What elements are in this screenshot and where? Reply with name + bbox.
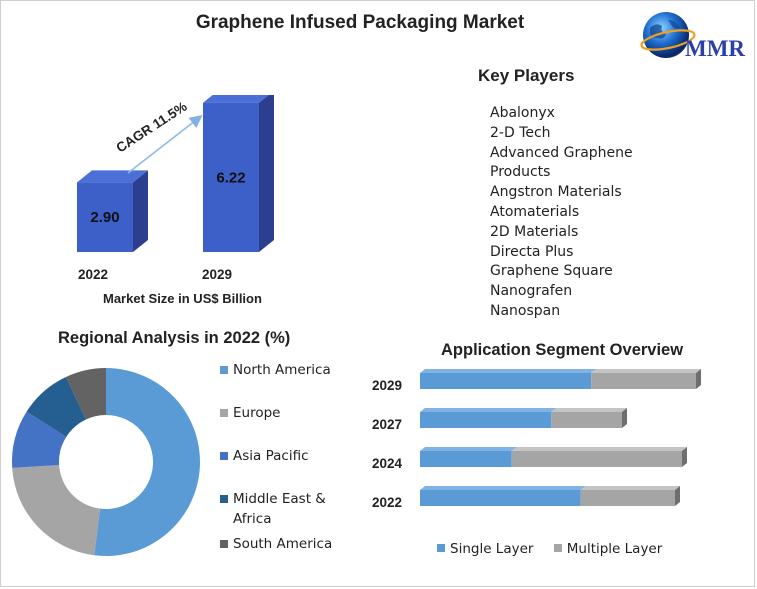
legend-swatch	[220, 366, 228, 374]
list-item: Directa Plus	[490, 243, 574, 260]
legend-label: Europe	[233, 405, 281, 421]
bar-row	[420, 486, 680, 506]
tick-label: 2029	[372, 378, 402, 393]
legend-label: South America	[233, 536, 333, 552]
bar	[77, 170, 148, 252]
regional-donut-chart	[12, 368, 200, 556]
legend-item-asia-pacific: Asia Pacific	[220, 446, 350, 489]
regional-analysis-title: Regional Analysis in 2022 (%)	[58, 329, 291, 347]
legend-item-middle-east-africa: Middle East & Africa	[220, 489, 333, 534]
list-item: 2-D Tech	[490, 124, 551, 141]
pie-slice	[65, 368, 106, 420]
legend-item-north-america: North America	[220, 360, 350, 403]
bar-single-layer	[420, 373, 592, 389]
list-item: Graphene Square	[490, 263, 613, 280]
market-size-label: Market Size in US$ Billion	[103, 291, 262, 306]
application-legend: Single Layer Multiple Layer	[437, 541, 678, 557]
bar-multiple-layer	[551, 412, 622, 428]
data-label: 2.90	[90, 209, 119, 226]
legend-label: Single Layer	[450, 541, 534, 557]
list-item: Products	[490, 164, 551, 181]
legend-label: Asia Pacific	[233, 448, 309, 464]
legend-item-single-layer: Single Layer	[437, 541, 533, 557]
legend-item-south-america: South America	[220, 534, 350, 554]
data-label: 6.22	[216, 169, 245, 186]
list-item: Atomaterials	[490, 203, 580, 220]
legend-label: North America	[233, 362, 331, 378]
market-size-bar-chart: 2.90 2022 6.22 2029 CAGR 11.5%	[77, 95, 274, 282]
legend-label: Middle East & Africa	[233, 491, 326, 527]
application-segment-title: Application Segment Overview	[441, 341, 684, 359]
legend-swatch	[220, 452, 228, 460]
tick-label: 2029	[202, 267, 232, 282]
pie-slice	[12, 464, 101, 556]
list-item: Angstron Materials	[490, 184, 622, 201]
tick-label: 2024	[372, 456, 403, 471]
tick-label: 2022	[372, 495, 402, 510]
legend-item-europe: Europe	[220, 403, 350, 446]
tick-label: 2022	[78, 267, 108, 282]
bar-multiple-layer	[580, 490, 675, 506]
cagr-annotation: CAGR 11.5%	[113, 99, 189, 156]
key-players-title: Key Players	[478, 66, 575, 85]
legend-swatch	[437, 544, 445, 552]
bar-single-layer	[420, 490, 581, 506]
bar-single-layer	[420, 451, 512, 467]
legend-item-multiple-layer: Multiple Layer	[553, 541, 663, 557]
bar-row	[420, 447, 687, 467]
logo-text: MMR	[685, 36, 746, 61]
key-players-list: Abalonyx 2-D Tech Advanced Graphene Prod…	[490, 104, 640, 322]
list-item: Abalonyx	[490, 105, 555, 121]
legend-label: Multiple Layer	[566, 541, 663, 557]
legend-swatch	[220, 409, 228, 417]
regional-legend: North America Europe Asia Pacific Middle…	[220, 360, 350, 554]
bar-single-layer	[420, 412, 552, 428]
bar-multiple-layer	[511, 451, 682, 467]
pie-slice	[12, 411, 67, 468]
pie-slice	[26, 376, 86, 437]
list-item: 2D Materials	[490, 223, 579, 240]
pie-slice	[94, 368, 200, 556]
bar-multiple-layer	[591, 373, 696, 389]
bar-row	[420, 369, 701, 389]
legend-swatch	[220, 540, 228, 548]
list-item: Nanospan	[490, 302, 561, 319]
bar	[203, 95, 274, 252]
legend-swatch	[553, 544, 562, 552]
list-item: Nanografen	[490, 283, 573, 300]
legend-swatch	[220, 495, 228, 503]
application-segment-chart: 2029 2027 2024 2022	[372, 369, 701, 510]
globe-logo-icon	[640, 12, 696, 58]
tick-label: 2027	[372, 417, 402, 432]
page-title: Graphene Infused Packaging Market	[195, 12, 525, 33]
list-item: Advanced Graphene	[490, 144, 633, 161]
bar-row	[420, 408, 627, 428]
cagr-arrow	[127, 115, 203, 174]
